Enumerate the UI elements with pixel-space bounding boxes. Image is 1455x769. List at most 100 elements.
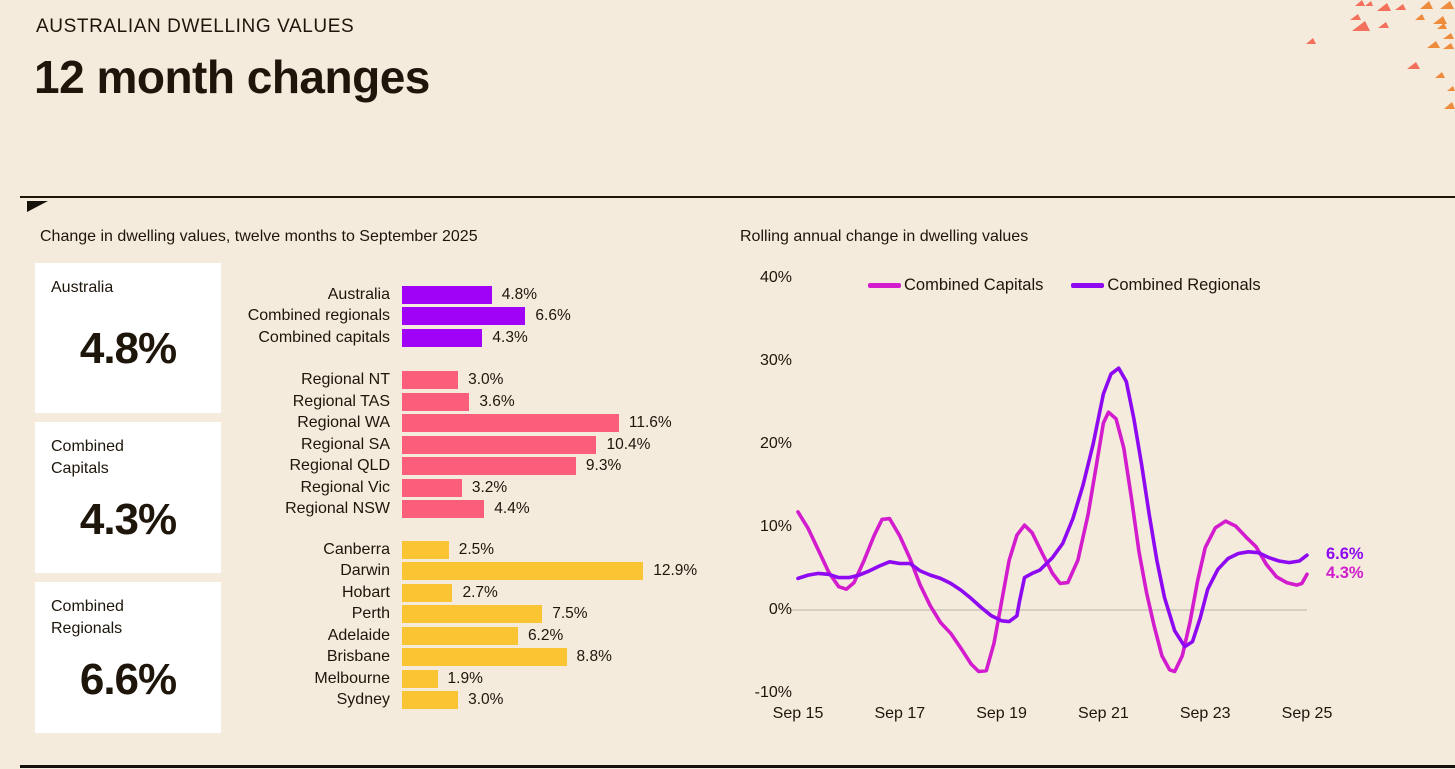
bar-row: Regional SA 10.4%: [218, 434, 738, 456]
bar: [402, 435, 597, 454]
bar-label: Regional QLD: [289, 457, 391, 475]
x-axis-label: Sep 23: [1179, 705, 1231, 722]
bar-label: Regional NSW: [285, 500, 390, 518]
bar-chart: Australia 4.8% Combined regionals 6.6% Combi…: [218, 284, 738, 711]
bar: [402, 540, 449, 559]
y-axis-label: 30%: [759, 351, 792, 369]
bar-value-label: 9.3%: [585, 457, 622, 475]
bar-row: Regional NSW 4.4%: [218, 499, 738, 521]
bar: [402, 691, 459, 710]
bar-value-label: 6.6%: [535, 307, 571, 325]
summary-card-australia: Australia 4.8%: [35, 263, 221, 413]
summary-card-label: Combined Regionals: [51, 598, 124, 637]
bar: [402, 285, 492, 304]
top-divider: [20, 196, 1455, 198]
bar-label: Regional NT: [301, 371, 390, 389]
bar-row: Regional NT 3.0%: [218, 370, 738, 392]
bar: [402, 669, 438, 688]
bar-row: Regional Vic 3.2%: [218, 477, 738, 499]
bar: [402, 626, 518, 645]
y-axis-label: 10%: [759, 517, 792, 535]
bar-value-label: 3.2%: [471, 478, 508, 496]
bar-row: Perth 7.5%: [218, 604, 738, 626]
bar: [402, 328, 483, 347]
summary-card-value: 4.8%: [79, 324, 177, 373]
bar-value-label: 2.7%: [462, 583, 498, 601]
bar-value-label: 7.5%: [552, 605, 588, 623]
bar-label: Regional TAS: [292, 392, 390, 410]
y-axis-label: 40%: [759, 268, 792, 286]
summary-card-combined-capitals: Combined Capitals 4.3%: [35, 422, 221, 573]
bar-row: Regional QLD 9.3%: [218, 456, 738, 478]
line-chart: [790, 366, 1309, 674]
bar-value-label: 6.2%: [527, 626, 564, 644]
bar: [402, 478, 462, 497]
bar-row: Combined capitals 4.3%: [218, 327, 738, 349]
series-end-label: 6.6%: [1326, 545, 1364, 564]
bar-group-national: Australia 4.8% Combined regionals 6.6% Combi…: [218, 284, 738, 349]
bar-label: Brisbane: [326, 648, 390, 666]
bar-row: Australia 4.8%: [218, 284, 738, 306]
decorative-triangles-icon: [1306, 0, 1455, 109]
line-series-combined-regionals: [796, 366, 1309, 649]
line-chart-title: Rolling annual change in dwelling values: [740, 228, 1029, 245]
eyebrow: AUSTRALIAN DWELLING VALUES: [36, 16, 355, 37]
line-series-combined-capitals: [796, 410, 1309, 674]
bar-group-capitals: Canberra 2.5% Darwin 12.9% Hobart 2.7% Perth 7.…: [218, 539, 738, 711]
flag-icon: [27, 201, 48, 212]
bar-row: Regional WA 11.6%: [218, 413, 738, 435]
legend-swatch-icon: [868, 283, 901, 288]
bar-row: Sydney 3.0%: [218, 690, 738, 712]
series-end-label: 4.3%: [1326, 564, 1364, 583]
y-axis-label: -10%: [754, 684, 792, 702]
bar-label: Sydney: [336, 691, 390, 709]
bar: [402, 414, 619, 433]
bar-value-label: 4.8%: [501, 285, 538, 303]
bar-row: Darwin 12.9%: [218, 561, 738, 583]
bar: [402, 648, 567, 667]
bar: [402, 392, 470, 411]
bar-row: Canberra 2.5%: [218, 539, 738, 561]
bar-value-label: 2.5%: [458, 540, 495, 558]
bar-label: Regional SA: [301, 435, 390, 453]
legend-label: Combined Regionals: [1107, 276, 1261, 294]
summary-card-value-wrap: 4.3%: [51, 480, 205, 559]
bar-value-label: 10.4%: [606, 435, 651, 453]
bar-group-regional: Regional NT 3.0% Regional TAS 3.6% Regional …: [218, 370, 738, 521]
summary-card-value-wrap: 4.8%: [51, 299, 205, 399]
summary-card-combined-regionals: Combined Regionals 6.6%: [35, 582, 221, 733]
bar-row: Combined regionals 6.6%: [218, 306, 738, 328]
x-axis-label: Sep 19: [976, 705, 1027, 722]
bar-chart-title: Change in dwelling values, twelve months…: [40, 228, 478, 245]
bar-value-label: 4.3%: [492, 328, 528, 346]
x-axis-label: Sep 17: [874, 705, 926, 722]
y-axis-label: 0%: [768, 601, 792, 618]
legend-label: Combined Capitals: [904, 276, 1044, 294]
summary-card-value-wrap: 6.6%: [51, 640, 205, 719]
bar: [402, 457, 576, 476]
bar-label: Adelaide: [327, 626, 390, 644]
bottom-divider: [20, 765, 1455, 768]
bar-value-label: 11.6%: [628, 414, 672, 432]
bar-label: Darwin: [340, 562, 390, 580]
summary-card-label: Combined Capitals: [51, 438, 124, 477]
bar-label: Perth: [351, 605, 390, 623]
bar-row: Hobart 2.7%: [218, 582, 738, 604]
summary-card-value: 4.3%: [79, 494, 177, 544]
summary-card-label: Australia: [51, 279, 114, 296]
y-axis-label: 20%: [759, 434, 792, 452]
bar-label: Australia: [327, 285, 390, 303]
legend: Combined Capitals Combined Regionals: [868, 276, 1261, 295]
bar: [402, 605, 543, 624]
bar-value-label: 4.4%: [494, 500, 530, 518]
x-axis-label: Sep 25: [1281, 705, 1333, 722]
bar-value-label: 1.9%: [447, 669, 483, 687]
bar-value-label: 3.0%: [468, 691, 504, 709]
bar-value-label: 3.6%: [479, 392, 515, 410]
bar-row: Melbourne 1.9%: [218, 668, 738, 690]
bar-row: Regional TAS 3.6%: [218, 391, 738, 413]
bar-label: Regional Vic: [300, 478, 390, 496]
bar: [402, 500, 485, 519]
bar: [402, 562, 644, 581]
